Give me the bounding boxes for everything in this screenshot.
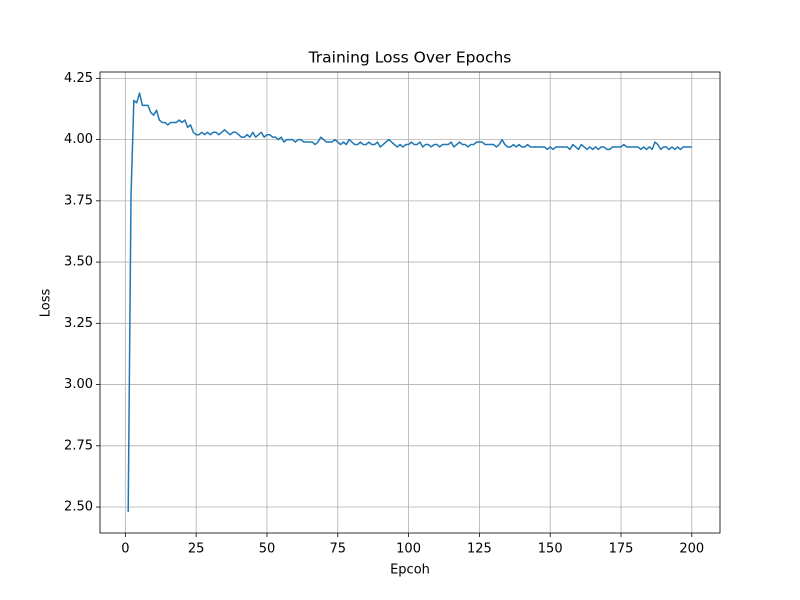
y-tick-label: 3.25 [64, 316, 93, 331]
x-tick-label: 125 [467, 542, 492, 557]
y-tick-label: 2.75 [64, 438, 93, 453]
plot-frame [99, 71, 721, 534]
x-tick-label: 50 [259, 542, 276, 557]
y-tick-label: 3.75 [64, 193, 93, 208]
x-axis-label: Epcoh [390, 563, 430, 578]
loss-line [127, 92, 692, 512]
x-tick-label: 175 [609, 542, 634, 557]
y-tick-label: 3.50 [64, 255, 93, 270]
x-tick-label: 75 [330, 542, 347, 557]
x-tick-label: 200 [679, 542, 704, 557]
y-tick-label: 4.00 [64, 132, 93, 147]
y-axis-label: Loss [39, 289, 54, 318]
x-tick-label: 150 [538, 542, 563, 557]
y-tick-label: 4.25 [64, 71, 93, 86]
x-tick-label: 0 [121, 542, 129, 557]
y-tick-label: 3.00 [64, 377, 93, 392]
y-tick-label: 2.50 [64, 500, 93, 515]
x-tick-label: 25 [188, 542, 205, 557]
chart-title: Training Loss Over Epochs [308, 49, 512, 67]
x-tick-label: 100 [396, 542, 421, 557]
